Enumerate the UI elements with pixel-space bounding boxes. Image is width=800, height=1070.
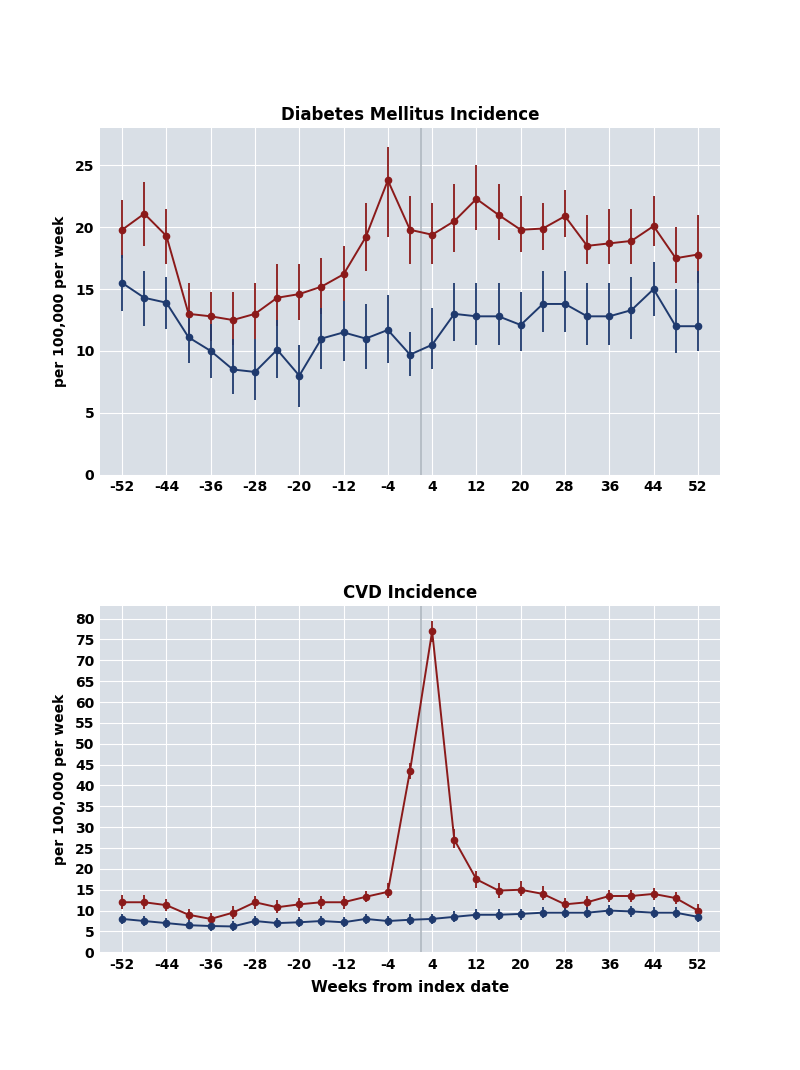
Title: CVD Incidence: CVD Incidence xyxy=(343,584,477,601)
Title: Diabetes Mellitus Incidence: Diabetes Mellitus Incidence xyxy=(281,106,539,124)
X-axis label: Weeks from index date: Weeks from index date xyxy=(311,980,509,995)
Y-axis label: per 100,000 per week: per 100,000 per week xyxy=(53,693,66,865)
Y-axis label: per 100,000 per week: per 100,000 per week xyxy=(53,216,66,387)
